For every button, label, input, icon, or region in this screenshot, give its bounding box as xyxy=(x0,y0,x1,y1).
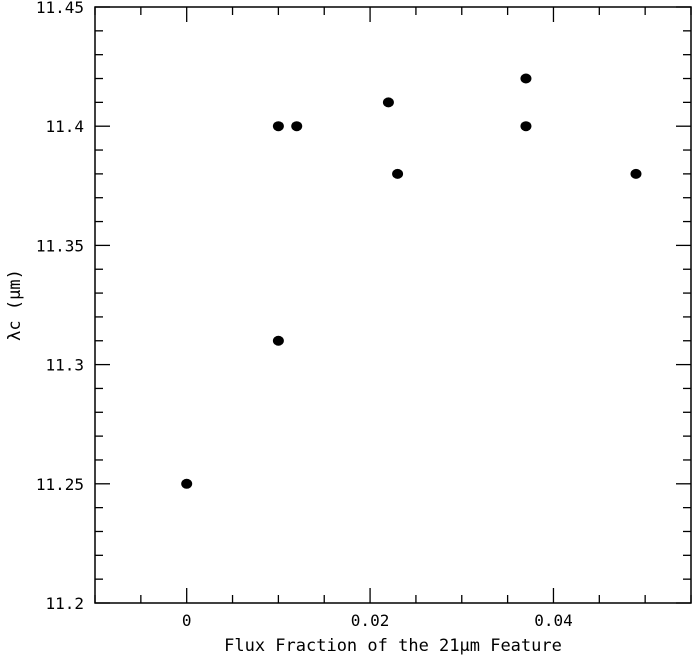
data-point xyxy=(272,121,284,132)
y-tick-label: 11.4 xyxy=(45,117,84,136)
y-axis-title: λc (μm) xyxy=(5,269,25,341)
y-tick-label: 11.2 xyxy=(45,594,84,613)
data-point xyxy=(630,168,642,179)
data-point xyxy=(520,73,532,84)
x-tick-label: 0 xyxy=(182,611,192,630)
x-axis-title: Flux Fraction of the 21μm Feature xyxy=(224,636,562,655)
x-tick-label: 0.04 xyxy=(534,611,573,630)
y-tick-label: 11.45 xyxy=(36,0,84,17)
data-points xyxy=(181,73,642,489)
y-tick-label: 11.35 xyxy=(36,236,84,255)
data-point xyxy=(382,97,394,108)
y-tick-label: 11.25 xyxy=(36,475,84,494)
data-point xyxy=(181,478,193,489)
y-tick-label: 11.3 xyxy=(45,356,84,375)
data-point xyxy=(272,335,284,346)
x-tick-label: 0.02 xyxy=(351,611,390,630)
axis-ticks xyxy=(94,6,692,604)
data-point xyxy=(520,121,532,132)
data-point xyxy=(291,121,303,132)
plot-frame xyxy=(94,6,692,604)
data-point xyxy=(392,168,404,179)
axis-tick-labels: 0 0.02 0.04 11.2 11.25 11.3 11.35 11.4 11.45 xyxy=(36,0,573,630)
